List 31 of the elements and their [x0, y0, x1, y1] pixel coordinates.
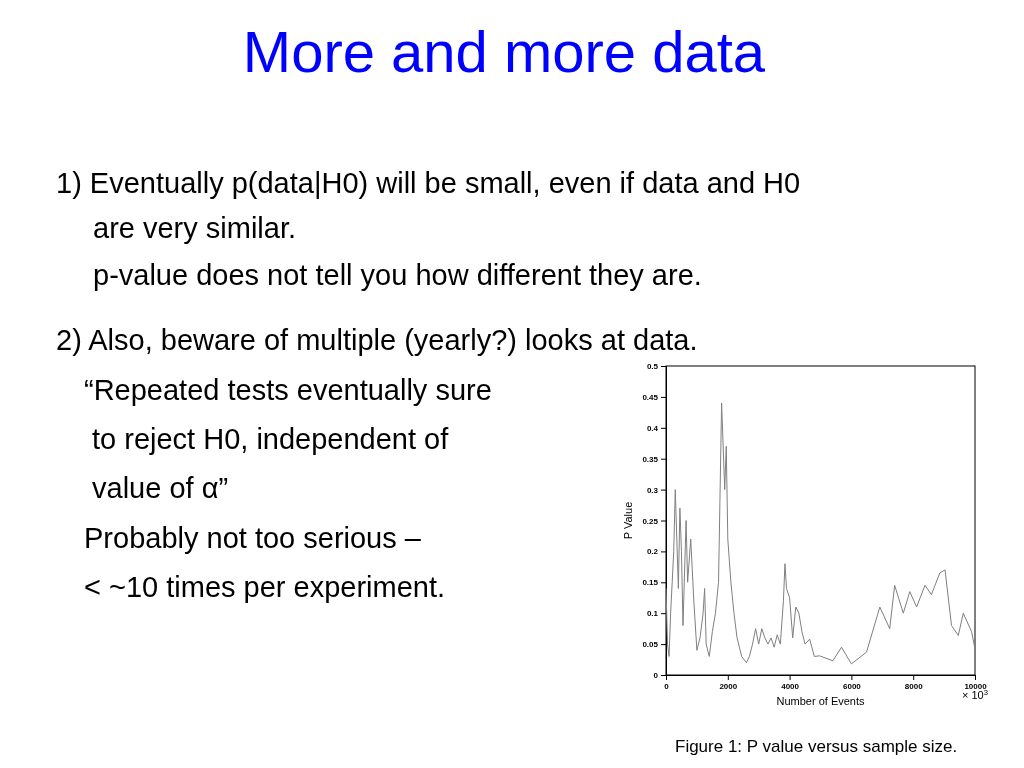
text: p-value does not tell you how different they are.: [93, 259, 702, 291]
text: to reject H0, independent of: [92, 423, 450, 455]
x-tick-label: 10000: [964, 681, 988, 691]
y-tick-label: 0.45: [642, 392, 659, 402]
x-axis-title: Number of Events: [776, 695, 866, 707]
y-tick-label: 0.05: [642, 640, 659, 650]
y-tick-label: 0.5: [646, 362, 659, 372]
chart-title: More and more data: [242, 19, 766, 84]
text: < ~10 times per experiment.: [84, 571, 446, 603]
x-tick-label: 4000: [781, 681, 800, 691]
text: “Repeated tests eventually sure: [84, 374, 492, 406]
x-tick-label: 2000: [719, 681, 738, 691]
y-tick-label: 0.35: [642, 454, 659, 464]
text: 2) Also, beware of multiple (yearly?) looks at data.: [56, 324, 698, 356]
line-series: [665, 402, 976, 665]
x-tick-label: 0: [664, 681, 670, 691]
x-tick-label: 6000: [843, 681, 862, 691]
text: value of α”: [92, 472, 229, 504]
y-tick-label: 0.15: [642, 578, 659, 588]
y-tick-label: 0.25: [642, 516, 659, 526]
y-tick-label: 0.2: [646, 547, 659, 557]
x-tick-label: 8000: [904, 681, 924, 691]
y-tick-label: 0.1: [646, 609, 659, 619]
y-tick-label: 0.3: [646, 485, 659, 495]
text: 1) Eventually p(data|H0) will be small, even if data and H0: [56, 167, 801, 199]
y-tick-label: 0: [653, 671, 659, 681]
text: Probably not too serious –: [84, 522, 422, 554]
y-tick-label: 0.4: [646, 423, 659, 433]
text: are very similar.: [93, 212, 297, 244]
caption: Figure 1: P value versus sample size.: [675, 737, 958, 756]
y-axis-title: P Value: [622, 501, 634, 540]
